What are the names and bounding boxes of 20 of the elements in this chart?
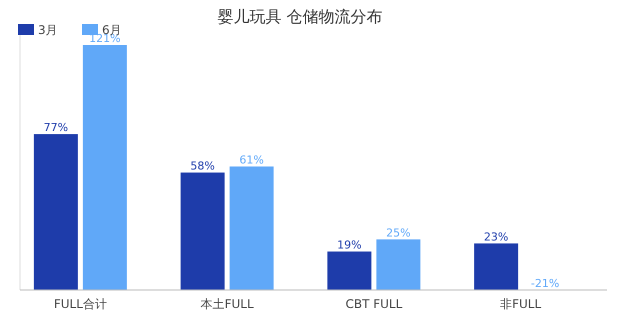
bar bbox=[474, 243, 518, 290]
data-label: 61% bbox=[239, 153, 264, 166]
x-tick-label: 非FULL bbox=[500, 297, 542, 311]
bar bbox=[327, 252, 372, 290]
bar bbox=[82, 45, 127, 290]
legend-label: 3月 bbox=[38, 23, 58, 37]
data-label: 23% bbox=[484, 230, 508, 244]
data-label: 25% bbox=[386, 226, 411, 240]
bar bbox=[230, 166, 274, 290]
data-label: 77% bbox=[44, 121, 68, 134]
x-tick-label: 本土FULL bbox=[200, 297, 254, 311]
bar bbox=[34, 134, 78, 290]
data-label: 58% bbox=[190, 160, 215, 173]
bar bbox=[180, 172, 225, 290]
x-tick-label: FULL合计 bbox=[54, 297, 107, 311]
text: -21% bbox=[530, 277, 560, 290]
chart-title: 婴儿玩具 仓储物流分布 bbox=[217, 7, 383, 26]
x-tick-label: CBT FULL bbox=[345, 297, 403, 311]
data-label: 19% bbox=[337, 238, 362, 252]
bar bbox=[376, 239, 420, 290]
